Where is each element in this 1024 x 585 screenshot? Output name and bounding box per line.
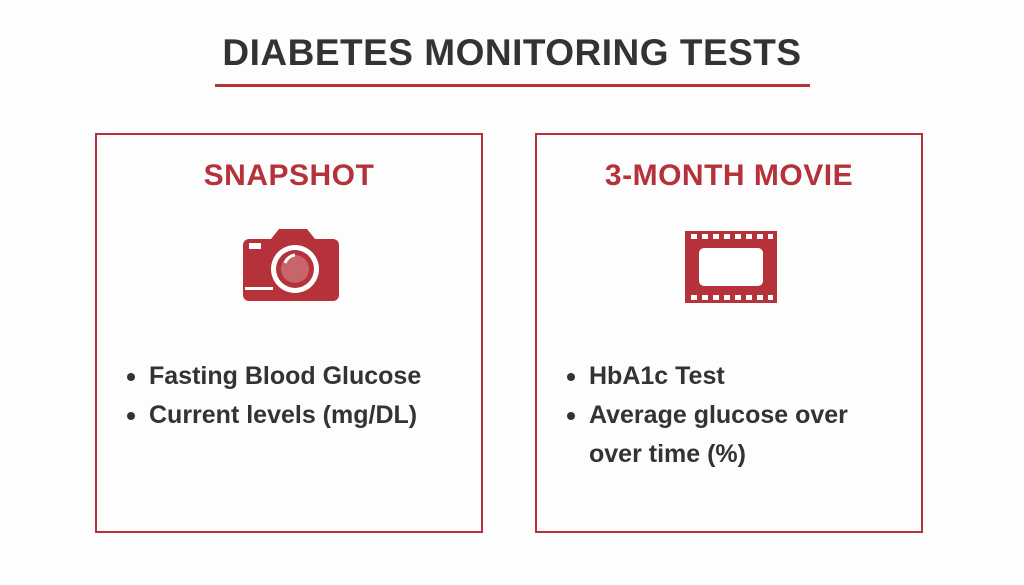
list-item: Current levels (mg/DL) [125,396,421,435]
list-item: Average glucose over over time (%) [565,396,879,474]
snapshot-panel: SNAPSHOT Fasting Blood Glucose Current l… [95,133,483,533]
camera-icon [243,229,339,301]
panel-title: SNAPSHOT [203,159,375,192]
item-list: HbA1c Test Average glucose over over tim… [565,357,879,474]
title-underline [215,84,810,87]
list-item: HbA1c Test [565,357,879,396]
panel-title: 3-MONTH MOVIE [604,159,854,192]
film-icon [685,231,777,303]
movie-panel: 3-MONTH MOVIE HbA1c Test Average glucose… [535,133,923,533]
list-item: Fasting Blood Glucose [125,357,421,396]
page-title: DIABETES MONITORING TESTS [222,32,802,73]
item-list: Fasting Blood Glucose Current levels (mg… [125,357,421,435]
